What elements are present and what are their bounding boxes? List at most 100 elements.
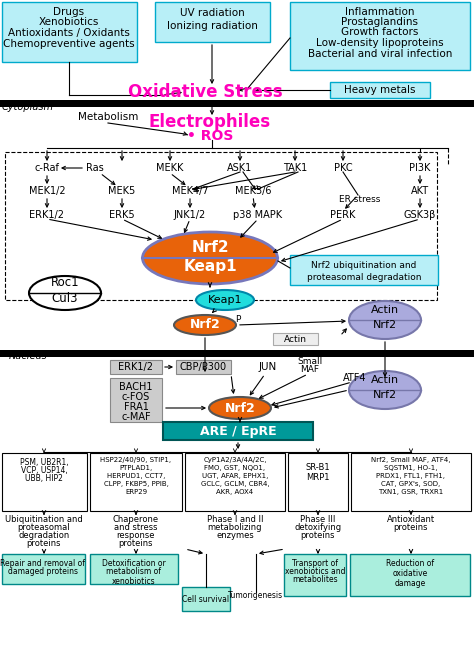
Ellipse shape <box>174 315 236 335</box>
Text: Actin: Actin <box>283 334 307 343</box>
Text: Keap1: Keap1 <box>183 260 237 274</box>
Text: metabolism of: metabolism of <box>107 567 162 577</box>
Text: oxidative: oxidative <box>392 569 428 577</box>
FancyBboxPatch shape <box>155 2 270 42</box>
Text: Antioxidants / Oxidants: Antioxidants / Oxidants <box>8 28 130 38</box>
Text: Phase I and II: Phase I and II <box>207 516 263 524</box>
Text: TAK1: TAK1 <box>283 163 307 173</box>
Text: ATF4: ATF4 <box>343 373 367 383</box>
Text: GSK3β: GSK3β <box>404 210 436 220</box>
Text: ERK1/2: ERK1/2 <box>118 362 154 372</box>
Text: PERK: PERK <box>330 210 356 220</box>
FancyBboxPatch shape <box>90 453 182 511</box>
Text: c-Raf: c-Raf <box>35 163 59 173</box>
Text: CyP1A2/3A/4A/2C,: CyP1A2/3A/4A/2C, <box>203 457 267 463</box>
Text: c-FOS: c-FOS <box>122 392 150 402</box>
Text: Chemopreventive agents: Chemopreventive agents <box>3 39 135 49</box>
Text: MAF: MAF <box>301 365 319 375</box>
Text: response: response <box>117 531 155 541</box>
Text: xenobiotics: xenobiotics <box>112 577 156 585</box>
Text: Growth factors: Growth factors <box>341 27 419 37</box>
FancyBboxPatch shape <box>350 554 470 596</box>
Text: xenobiotics and: xenobiotics and <box>285 567 345 575</box>
FancyBboxPatch shape <box>290 2 470 70</box>
Text: p38 MAPK: p38 MAPK <box>233 210 283 220</box>
FancyBboxPatch shape <box>182 554 232 584</box>
Text: proteins: proteins <box>301 531 335 541</box>
FancyBboxPatch shape <box>182 587 230 611</box>
Text: Nrf2: Nrf2 <box>373 390 397 400</box>
Text: MRP1: MRP1 <box>306 474 330 482</box>
Text: Transport of: Transport of <box>292 559 338 567</box>
Text: Metabolism: Metabolism <box>78 112 138 122</box>
Text: PI3K: PI3K <box>410 163 431 173</box>
Text: Prostaglandins: Prostaglandins <box>341 17 419 27</box>
FancyBboxPatch shape <box>2 453 87 511</box>
Ellipse shape <box>196 290 254 310</box>
Text: ER stress: ER stress <box>339 195 381 203</box>
FancyBboxPatch shape <box>284 554 346 596</box>
FancyBboxPatch shape <box>288 453 348 511</box>
FancyBboxPatch shape <box>110 360 162 374</box>
Text: degradation: degradation <box>18 531 70 541</box>
Text: FRA1: FRA1 <box>124 402 148 412</box>
Text: Tumorigenesis: Tumorigenesis <box>228 591 283 599</box>
Text: Reduction of: Reduction of <box>386 559 434 567</box>
FancyBboxPatch shape <box>351 453 471 511</box>
Text: Ubiquitination and: Ubiquitination and <box>5 516 83 524</box>
Text: proteasomal: proteasomal <box>18 524 70 533</box>
Text: TXN1, GSR, TRXR1: TXN1, GSR, TRXR1 <box>378 489 444 495</box>
FancyBboxPatch shape <box>0 100 474 107</box>
Text: MEK5: MEK5 <box>109 186 136 196</box>
Text: Phase III: Phase III <box>301 516 336 524</box>
Text: Actin: Actin <box>371 305 399 315</box>
FancyBboxPatch shape <box>234 587 286 611</box>
Text: Detoxification or: Detoxification or <box>102 559 166 567</box>
Text: AKR, AOX4: AKR, AOX4 <box>217 489 254 495</box>
Text: SR-B1: SR-B1 <box>306 464 330 472</box>
Text: SQSTM1, HO-1,: SQSTM1, HO-1, <box>384 465 438 471</box>
Ellipse shape <box>209 397 271 419</box>
Text: proteasomal degradation: proteasomal degradation <box>307 272 421 282</box>
Ellipse shape <box>143 232 277 284</box>
Text: ERK5: ERK5 <box>109 210 135 220</box>
Text: CLPP, FKBP5, PPIB,: CLPP, FKBP5, PPIB, <box>103 481 168 487</box>
Text: Nrf2: Nrf2 <box>190 318 220 332</box>
Text: Xenobiotics: Xenobiotics <box>39 17 99 27</box>
Text: ERP29: ERP29 <box>125 489 147 495</box>
Text: Heavy metals: Heavy metals <box>344 85 416 95</box>
Text: CBP/P300: CBP/P300 <box>180 362 227 372</box>
Text: CAT, GPX's, SOD,: CAT, GPX's, SOD, <box>382 481 441 487</box>
Text: Keap1: Keap1 <box>208 295 242 305</box>
Ellipse shape <box>29 276 101 310</box>
Text: FMO, GST, NQO1,: FMO, GST, NQO1, <box>204 465 265 471</box>
Text: Nrf2: Nrf2 <box>225 401 255 415</box>
FancyBboxPatch shape <box>0 350 474 357</box>
Text: proteins: proteins <box>394 524 428 533</box>
Text: Oxidative Stress: Oxidative Stress <box>128 83 283 101</box>
FancyBboxPatch shape <box>110 378 162 422</box>
Text: AKT: AKT <box>411 186 429 196</box>
Text: proteins: proteins <box>119 539 153 549</box>
Text: UBB, HIP2: UBB, HIP2 <box>25 474 63 482</box>
Text: PKC: PKC <box>334 163 352 173</box>
Text: Antioxidant: Antioxidant <box>387 516 435 524</box>
Text: c-MAF: c-MAF <box>121 412 151 422</box>
FancyBboxPatch shape <box>330 82 430 98</box>
Text: proteins: proteins <box>27 539 61 549</box>
FancyBboxPatch shape <box>2 2 137 62</box>
Text: • ROS: • ROS <box>187 129 233 143</box>
Text: Low-density lipoproteins: Low-density lipoproteins <box>316 38 444 48</box>
FancyBboxPatch shape <box>273 333 318 345</box>
Text: MEK1/2: MEK1/2 <box>29 186 65 196</box>
Text: ERK1/2: ERK1/2 <box>29 210 64 220</box>
Text: and stress: and stress <box>114 524 158 533</box>
Text: Roc1: Roc1 <box>51 276 79 290</box>
Text: PRDX1, FTL1, FTH1,: PRDX1, FTL1, FTH1, <box>376 473 446 479</box>
Text: PSM, UB2R1,: PSM, UB2R1, <box>20 458 68 466</box>
Text: Drugs: Drugs <box>54 7 84 17</box>
Text: UV radiation: UV radiation <box>180 8 245 18</box>
Text: detoxifying: detoxifying <box>294 524 342 533</box>
Text: Nrf2: Nrf2 <box>191 240 229 256</box>
Text: Chaperone: Chaperone <box>113 516 159 524</box>
